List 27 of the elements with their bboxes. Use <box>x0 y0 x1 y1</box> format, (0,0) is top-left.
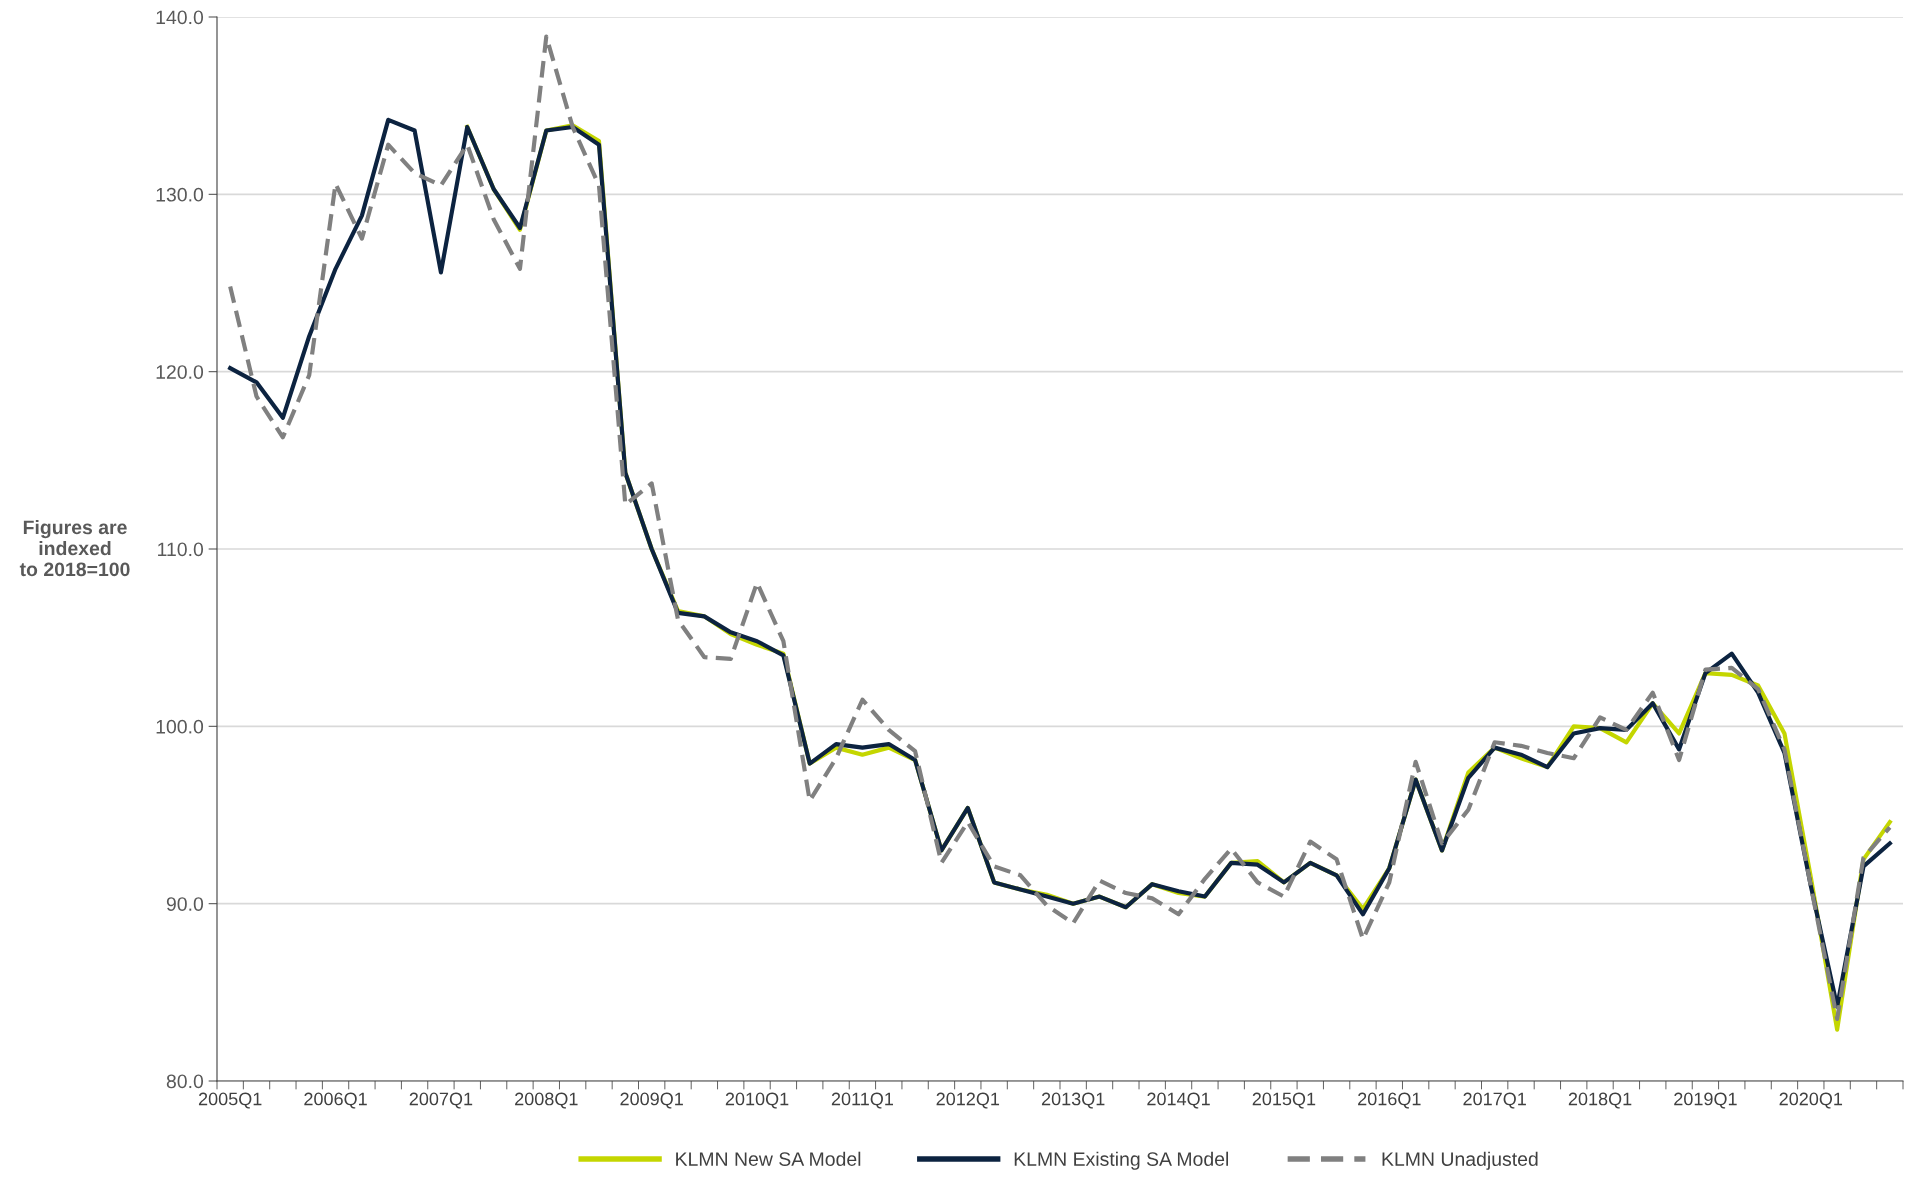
x-tick-label: 2006Q1 <box>304 1092 367 1109</box>
y-tick-label: 110.0 <box>158 542 204 557</box>
x-tick-label: 2014Q1 <box>1147 1092 1210 1109</box>
x-tick-label: 2018Q1 <box>1568 1092 1632 1109</box>
x-tick-label: 2020Q1 <box>1779 1092 1843 1109</box>
y-tick-label: 90.0 <box>166 897 204 911</box>
legend-label: KLMN New SA Model <box>676 1151 861 1166</box>
x-tick-label: 2016Q1 <box>1358 1092 1421 1109</box>
y-axis-title: Figures are indexed to 2018=100 <box>19 519 130 577</box>
x-tick-label: 2007Q1 <box>409 1092 473 1109</box>
x-tick-label: 2011Q1 <box>831 1092 893 1109</box>
y-tick-label: 80.0 <box>166 1074 204 1089</box>
x-tick-label: 2010Q1 <box>725 1092 789 1109</box>
x-tick-label: 2005Q1 <box>198 1092 262 1109</box>
x-tick-label: 2013Q1 <box>1041 1092 1105 1109</box>
x-tick-label: 2009Q1 <box>620 1092 683 1109</box>
x-tick-label: 2019Q1 <box>1674 1092 1737 1109</box>
legend-label: KLMN Unadjusted <box>1382 1151 1538 1170</box>
x-tick-label: 2008Q1 <box>515 1092 578 1109</box>
x-tick-label: 2012Q1 <box>936 1092 1000 1109</box>
y-tick-label: 100.0 <box>156 719 204 734</box>
legend-label: KLMN Existing SA Model <box>1014 1151 1229 1170</box>
y-tick-label: 130.0 <box>156 187 204 202</box>
x-tick-label: 2017Q1 <box>1463 1092 1526 1109</box>
y-tick-label: 140.0 <box>156 10 204 25</box>
y-tick-label: 120.0 <box>156 365 204 379</box>
x-tick-label: 2015Q1 <box>1252 1092 1316 1109</box>
